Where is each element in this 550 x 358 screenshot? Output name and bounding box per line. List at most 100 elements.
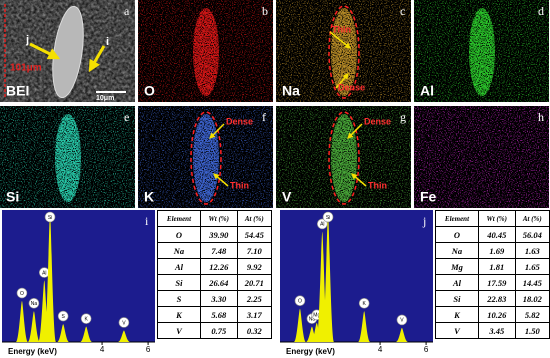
table-cell: S	[157, 290, 201, 307]
table-cell: 39.90	[199, 226, 238, 243]
table-row: Al 12.26 9.92	[157, 258, 273, 275]
table-cell: 5.68	[199, 306, 238, 323]
annotation: Thin	[230, 180, 249, 190]
table-row: Na 7.48 7.10	[157, 242, 273, 259]
annotation: Dense	[226, 116, 253, 126]
table-row: O 39.90 54.45	[157, 226, 273, 243]
element-label: Fe	[420, 189, 437, 205]
peak-label: Na	[31, 301, 38, 307]
peak-label: O	[298, 299, 302, 305]
panel-letter: i	[145, 214, 149, 228]
table-cell: 26.64	[199, 274, 238, 291]
annotation: Thin	[332, 24, 351, 34]
annotation: 10μm	[96, 95, 114, 102]
peak-marker	[57, 310, 69, 322]
table-cell: 56.04	[514, 226, 550, 243]
table-cell: V	[157, 322, 201, 339]
table-cell: 1.69	[477, 242, 516, 259]
panel-letter: g	[400, 110, 406, 124]
panel-letter: f	[262, 110, 266, 124]
table-cell: Al	[435, 274, 479, 291]
header-cell: Wt (%)	[477, 210, 516, 227]
peak-label: V	[122, 320, 126, 326]
table-cell: 18.02	[514, 290, 550, 307]
header-row: Element Wt (%) At (%)	[435, 210, 550, 227]
annotation: Dense	[338, 82, 365, 92]
peak-marker	[294, 295, 306, 307]
spectrum-panel: 4 6 Energy (keV) O Na Al Si S K Vi	[2, 210, 155, 356]
panel-letter: a	[124, 4, 130, 18]
dashed-outline	[328, 111, 360, 205]
arrow	[351, 173, 367, 187]
x-axis-label: Energy (keV)	[8, 347, 57, 356]
table-cell: 17.59	[477, 274, 516, 291]
panel-letter: e	[124, 110, 129, 124]
peak-label: S	[61, 314, 65, 320]
table-cell: Na	[157, 242, 201, 259]
peak-label: K	[85, 316, 89, 322]
annotation: Dense	[364, 116, 391, 126]
peak-marker	[80, 313, 92, 324]
peak	[358, 311, 371, 342]
table-cell: V	[435, 322, 479, 339]
peak-label: Mg	[313, 313, 320, 319]
table-cell: 5.82	[514, 306, 550, 323]
table-cell: 10.26	[477, 306, 516, 323]
dashed-outline	[190, 111, 222, 205]
x-tick-label: 4	[378, 345, 383, 354]
table-row: K 5.68 3.17	[157, 306, 273, 323]
table-cell: O	[157, 226, 201, 243]
particle-signal	[331, 114, 357, 202]
header-cell: Element	[157, 210, 201, 227]
x-axis-label: Energy (keV)	[286, 347, 335, 356]
particle-signal	[193, 8, 219, 96]
table-cell: 7.10	[236, 242, 273, 259]
peak-label: Al	[320, 222, 324, 228]
composition-table: Element Wt (%) At (%) O 39.90 54.45 Na 7.48 7.10…	[157, 210, 273, 339]
x-tick-label: 4	[100, 345, 105, 354]
table-row: Mg 1.81 1.65	[435, 258, 550, 275]
header-cell: Wt (%)	[199, 210, 238, 227]
peak-label: O	[20, 291, 24, 297]
map-panel: bO	[138, 0, 273, 102]
peak	[322, 214, 335, 342]
table-cell: 12.26	[199, 258, 238, 275]
table-cell: Si	[435, 290, 479, 307]
table-cell: Si	[157, 274, 201, 291]
table-cell: 1.63	[514, 242, 550, 259]
peak-label: V	[400, 318, 404, 324]
map-panel: a BEI j i 101μm 10μm	[0, 0, 135, 102]
table-cell: 7.48	[199, 242, 238, 259]
table-cell: 1.50	[514, 322, 550, 339]
peak	[80, 326, 93, 342]
peak-label: Si	[326, 215, 330, 221]
peak-marker	[118, 317, 130, 328]
peak-label: Na	[309, 316, 316, 322]
peak-label: K	[363, 301, 367, 307]
element-label: V	[282, 189, 292, 205]
table-cell: 40.45	[477, 226, 516, 243]
panel-letter: h	[538, 110, 544, 124]
annotation: 101μm	[10, 63, 42, 74]
table-row: O 40.45 56.04	[435, 226, 550, 243]
map-panel: f K Dense Thin	[138, 106, 273, 208]
map-panel: h Fe	[414, 106, 549, 208]
peak	[44, 214, 57, 342]
spectrum-background	[2, 210, 155, 342]
table-cell: 0.32	[236, 322, 273, 339]
peak-marker	[322, 211, 334, 223]
annotation: j	[25, 34, 29, 46]
annotation: Thin	[368, 180, 387, 190]
particle-signal	[193, 114, 219, 202]
table-cell: 2.25	[236, 290, 273, 307]
peak-label: Si	[48, 215, 52, 221]
map-panel: c Na Thin Dense	[276, 0, 411, 102]
table-cell: 14.45	[514, 274, 550, 291]
arrow	[88, 45, 106, 73]
table-row: Na 1.69 1.63	[435, 242, 550, 259]
element-label: K	[144, 189, 154, 205]
peak-marker	[358, 297, 370, 309]
spectrum-background	[280, 210, 433, 342]
element-label: Si	[6, 189, 19, 205]
peak	[293, 308, 306, 342]
